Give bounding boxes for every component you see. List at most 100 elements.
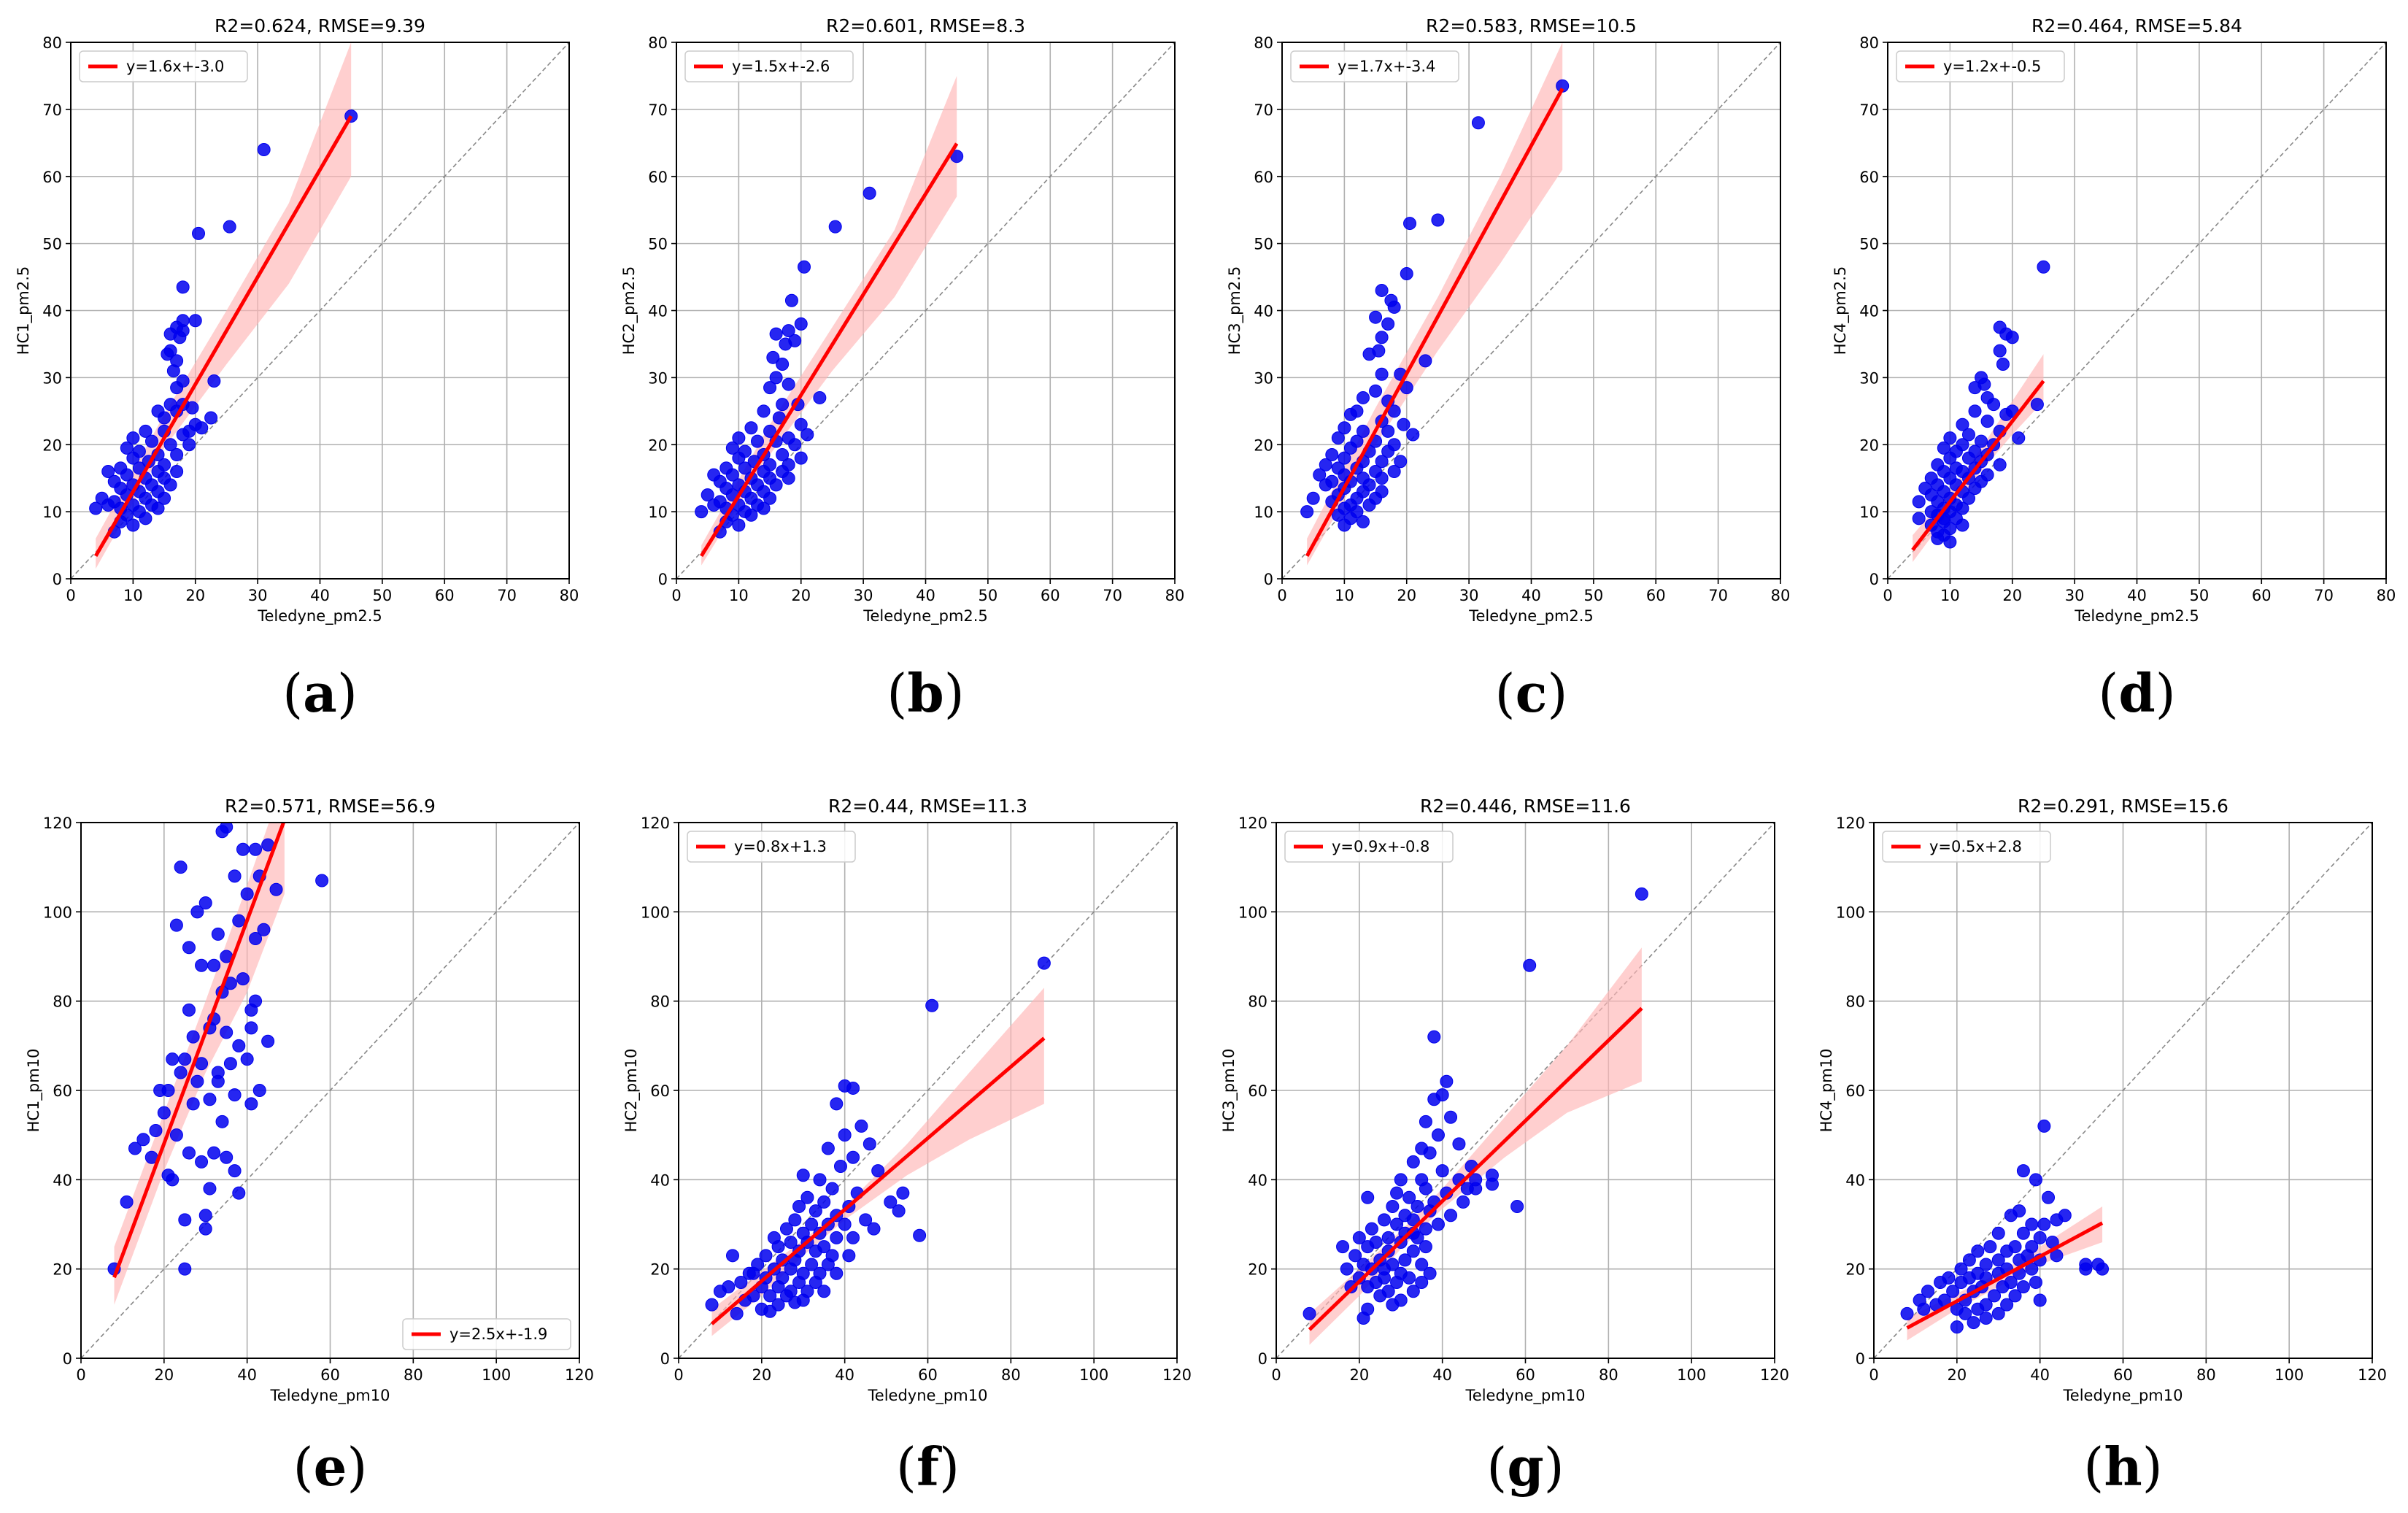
data-point bbox=[164, 479, 177, 491]
data-point bbox=[1432, 1218, 1444, 1231]
data-point bbox=[1934, 1277, 1947, 1289]
x-tick-label: 10 bbox=[1335, 587, 1354, 604]
y-tick-label: 60 bbox=[650, 1082, 670, 1100]
data-point bbox=[187, 1031, 199, 1043]
confidence-band bbox=[115, 778, 285, 1305]
data-point bbox=[171, 449, 183, 461]
data-point bbox=[2006, 331, 2018, 344]
data-point bbox=[1424, 1147, 1436, 1159]
y-tick-label: 60 bbox=[648, 169, 668, 186]
legend-label: y=0.5x+2.8 bbox=[1929, 838, 2022, 855]
data-point bbox=[1524, 959, 1536, 971]
data-point bbox=[258, 144, 270, 156]
data-point bbox=[212, 1075, 224, 1087]
data-point bbox=[1407, 1285, 1419, 1298]
data-point bbox=[1399, 1254, 1411, 1266]
data-point bbox=[776, 358, 789, 371]
x-tick-label: 10 bbox=[1940, 587, 1960, 604]
panel-f: 0 20 40 60 80 100 120020406080100120R2=0.44, R… bbox=[622, 796, 1192, 1498]
data-point bbox=[1440, 1075, 1453, 1087]
data-point bbox=[770, 479, 782, 491]
x-tick-label: 20 bbox=[185, 587, 205, 604]
data-point bbox=[1436, 1165, 1448, 1177]
data-point bbox=[189, 315, 201, 327]
data-point bbox=[2058, 1209, 2071, 1222]
data-point bbox=[863, 1138, 876, 1150]
data-point bbox=[764, 1305, 776, 1317]
y-tick-label: 80 bbox=[1845, 993, 1865, 1011]
data-point bbox=[1913, 496, 1925, 508]
data-point bbox=[847, 1082, 860, 1094]
x-tick-label: 20 bbox=[2002, 587, 2022, 604]
x-axis-label: Teledyne_pm10 bbox=[868, 1387, 988, 1405]
data-point bbox=[1969, 382, 1981, 394]
data-point bbox=[316, 874, 328, 887]
data-point bbox=[250, 995, 262, 1007]
x-tick-label: 70 bbox=[1708, 587, 1728, 604]
y-axis-label: HC2_pm10 bbox=[622, 1049, 641, 1133]
data-point bbox=[822, 1142, 834, 1155]
legend: y=1.6x+-3.0 bbox=[80, 51, 247, 82]
y-tick-label: 40 bbox=[42, 303, 62, 320]
data-point bbox=[223, 220, 236, 233]
data-point bbox=[2080, 1258, 2092, 1271]
data-point bbox=[1363, 498, 1375, 511]
data-point bbox=[695, 506, 708, 518]
data-point bbox=[826, 1182, 838, 1195]
data-point bbox=[789, 439, 801, 451]
data-point bbox=[1340, 1263, 1353, 1275]
legend: y=1.7x+-3.4 bbox=[1291, 51, 1459, 82]
x-tick-label: 50 bbox=[373, 587, 393, 604]
y-tick-label: 60 bbox=[53, 1082, 72, 1100]
data-point bbox=[809, 1205, 822, 1217]
data-point bbox=[187, 1098, 199, 1110]
regression-line bbox=[701, 144, 957, 556]
chart-title: R2=0.624, RMSE=9.39 bbox=[215, 15, 425, 36]
data-point bbox=[1382, 317, 1394, 330]
data-point bbox=[1457, 1196, 1470, 1208]
data-point bbox=[1992, 1307, 2004, 1320]
legend-label: y=1.7x+-3.4 bbox=[1338, 58, 1435, 75]
data-point bbox=[1419, 355, 1432, 367]
data-point bbox=[1994, 344, 2006, 357]
data-point bbox=[212, 928, 224, 940]
data-point bbox=[782, 378, 795, 390]
panel-d: 0 10 20 30 40 50 60 70 80 0 10 20 30 40 50 60 70 80 R2=0.4… bbox=[1832, 15, 2396, 724]
data-point bbox=[1394, 1174, 1407, 1186]
data-point bbox=[776, 399, 789, 411]
data-point bbox=[751, 435, 763, 447]
data-point bbox=[183, 425, 196, 437]
y-tick-label: 10 bbox=[42, 504, 62, 521]
chart-title: R2=0.583, RMSE=10.5 bbox=[1426, 15, 1637, 36]
y-tick-label: 20 bbox=[1845, 1261, 1865, 1279]
data-point bbox=[167, 365, 180, 377]
y-tick-label: 40 bbox=[650, 1171, 670, 1189]
data-point bbox=[2017, 1227, 2029, 1239]
data-point bbox=[174, 1066, 187, 1079]
data-point bbox=[196, 959, 208, 971]
x-tick-label: 70 bbox=[497, 587, 517, 604]
x-tick-label: 60 bbox=[918, 1366, 938, 1384]
data-point bbox=[1365, 1223, 1378, 1235]
data-point bbox=[228, 1165, 241, 1177]
x-tick-label: 100 bbox=[482, 1366, 511, 1384]
data-point bbox=[847, 1231, 860, 1244]
data-point bbox=[847, 1151, 860, 1163]
y-tick-label: 40 bbox=[53, 1171, 72, 1189]
y-tick-label: 0 bbox=[1258, 1350, 1267, 1368]
data-point bbox=[1391, 1187, 1403, 1199]
data-point bbox=[782, 472, 795, 485]
x-tick-label: 60 bbox=[1516, 1366, 1535, 1384]
y-tick-label: 80 bbox=[1248, 993, 1267, 1011]
legend: y=2.5x+-1.9 bbox=[403, 1319, 571, 1350]
chart-title: R2=0.446, RMSE=11.6 bbox=[1420, 796, 1631, 817]
data-point bbox=[183, 439, 196, 451]
panel-b: 0 10 20 30 40 50 60 70 8001020304050607080R2=0.6… bbox=[620, 15, 1184, 724]
data-point bbox=[1419, 1241, 1432, 1253]
panel-caption: (h) bbox=[2083, 1436, 2163, 1498]
legend-label: y=0.9x+-0.8 bbox=[1332, 838, 1429, 855]
panel-c: 0 10 20 30 40 50 60 70 8001020304050607080R2=0.5… bbox=[1226, 15, 1790, 724]
data-point bbox=[1362, 1281, 1374, 1293]
data-point bbox=[780, 1223, 792, 1235]
data-point bbox=[829, 220, 841, 233]
